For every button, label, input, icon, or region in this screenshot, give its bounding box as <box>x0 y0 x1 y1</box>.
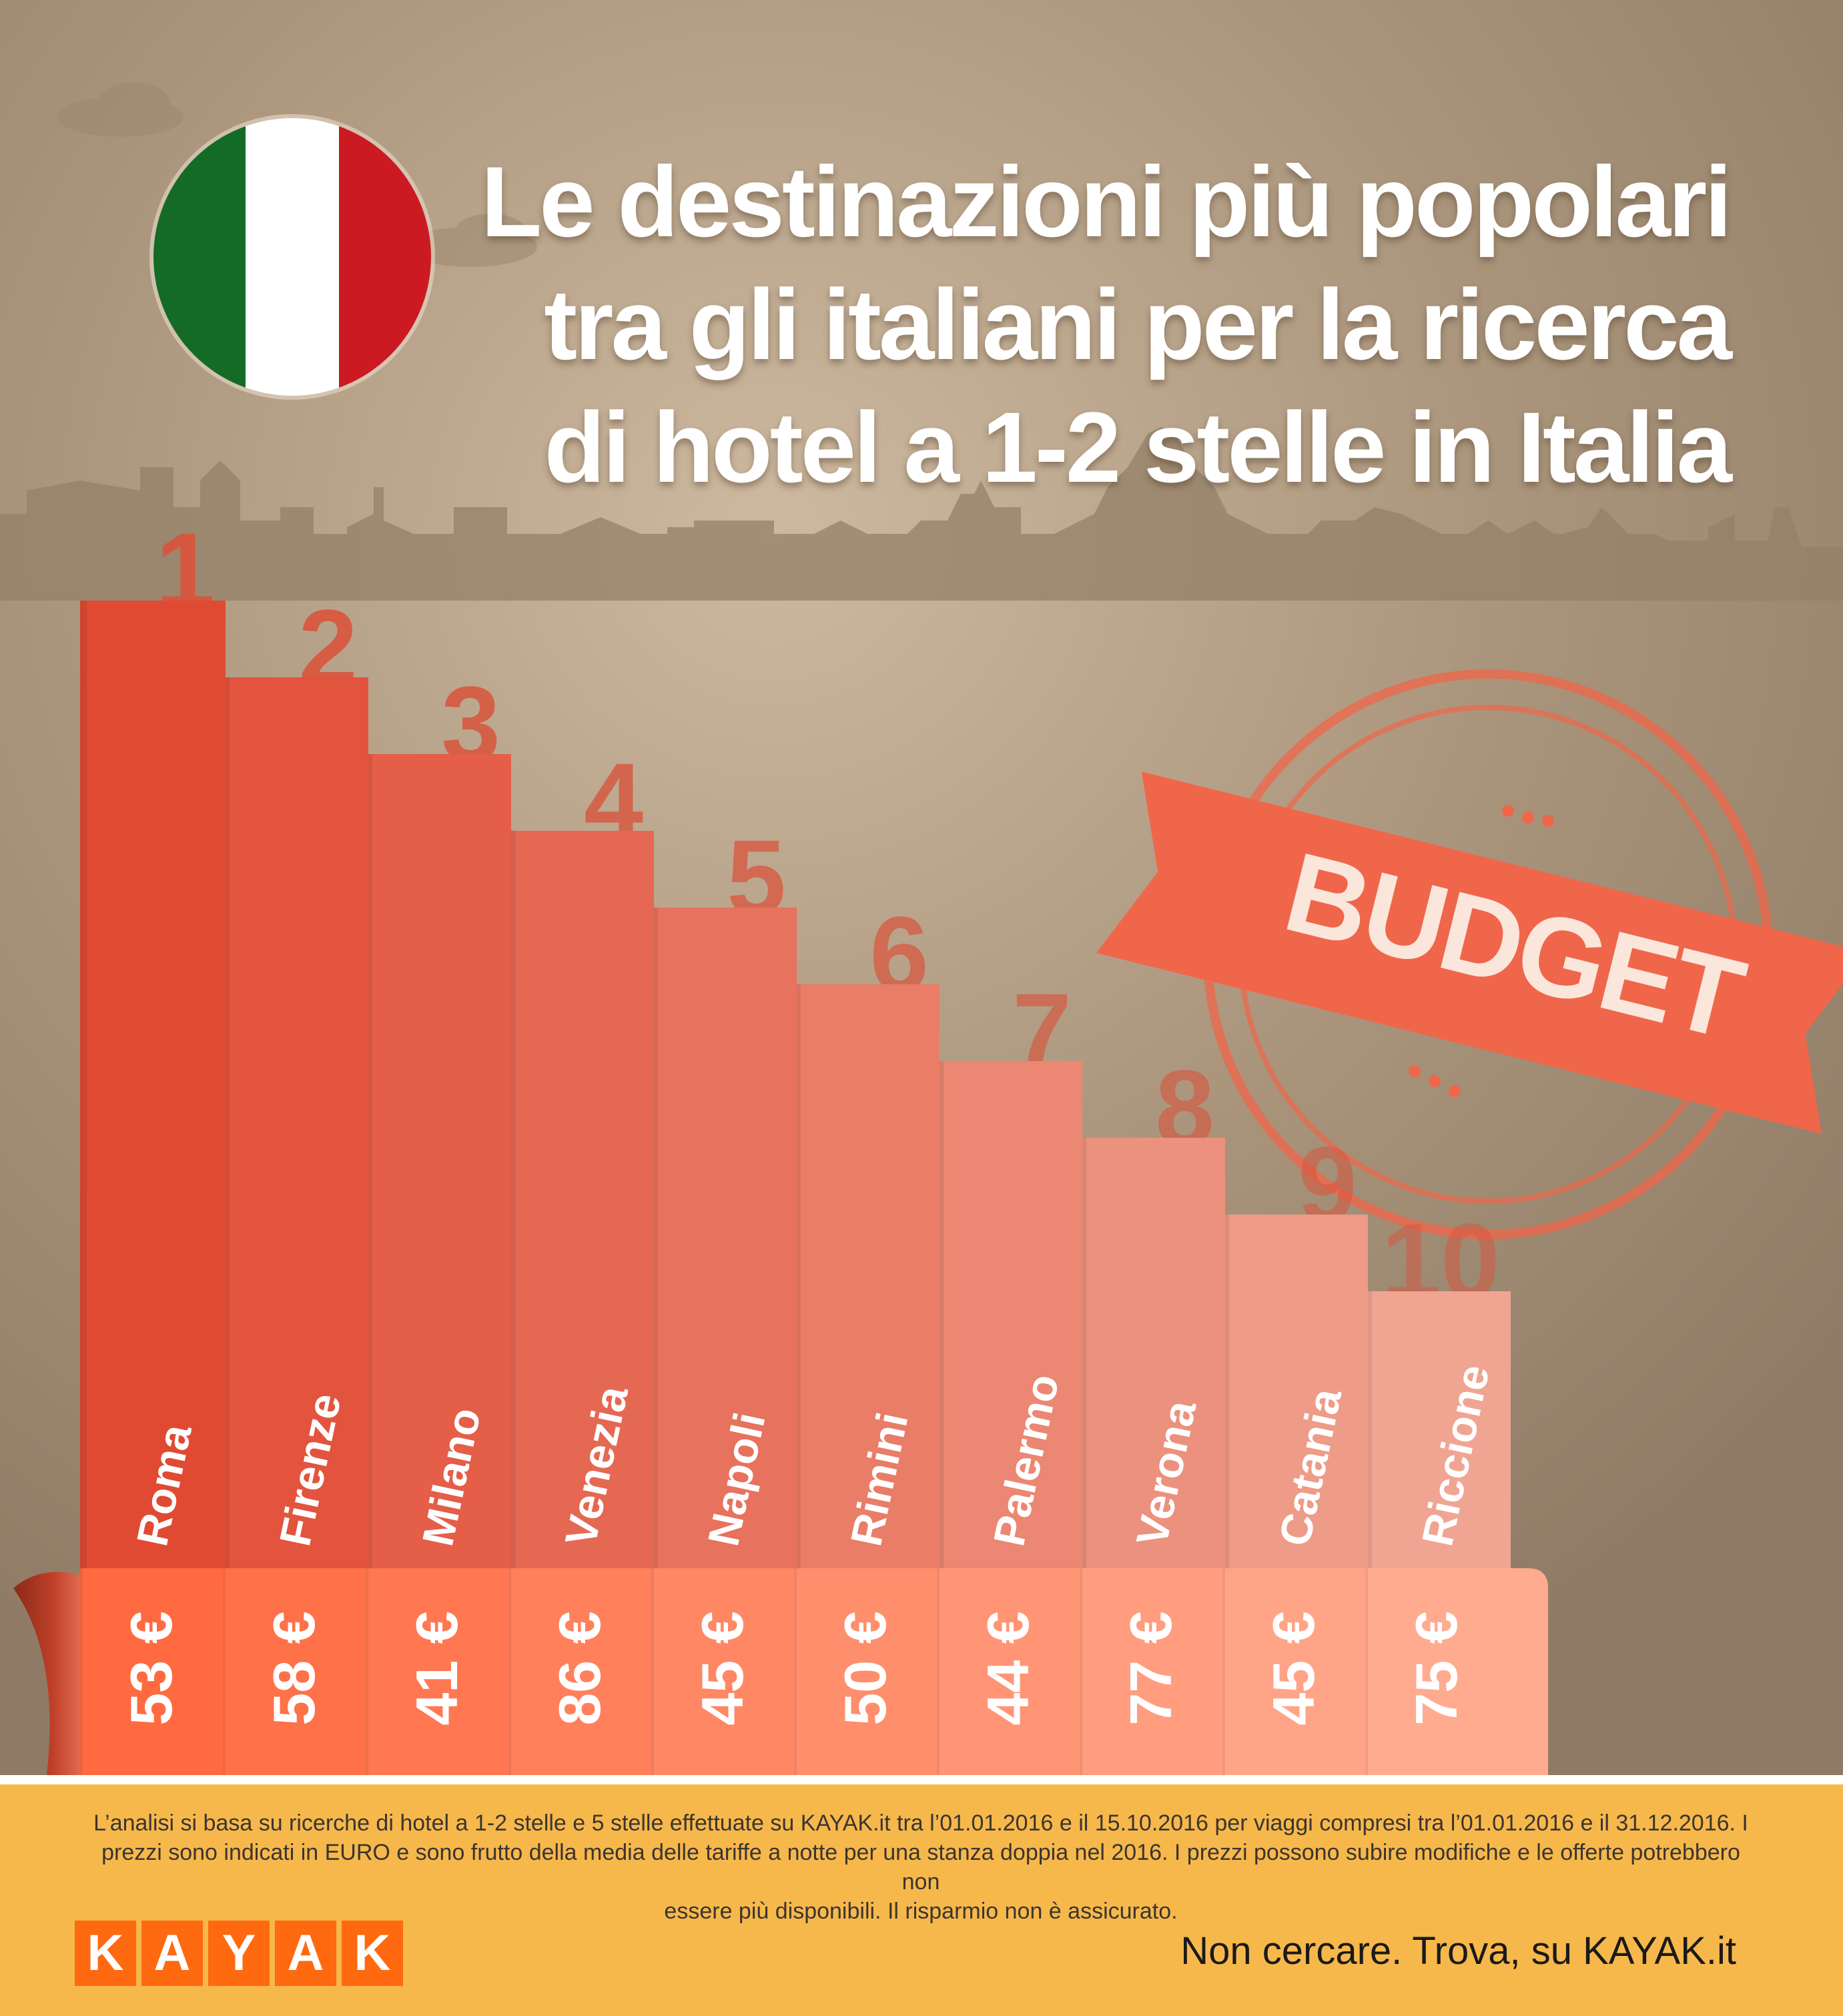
bar-napoli <box>651 908 797 1595</box>
logo-letter: K <box>75 1921 136 1986</box>
price-label: 44 € <box>975 1611 1041 1725</box>
title-line-1: Le destinazioni più popolari <box>480 145 1732 258</box>
price-label: 77 € <box>1118 1611 1184 1725</box>
bar-shadow <box>1222 1215 1229 1568</box>
price-label: 45 € <box>1260 1611 1327 1725</box>
price-cell <box>508 1568 651 1775</box>
bar-roma <box>80 601 226 1595</box>
title-line-3: di hotel a 1-2 stelle in Italia <box>544 391 1732 503</box>
bars <box>80 601 1511 1595</box>
bar-firenze <box>223 677 368 1595</box>
city-skyline <box>0 427 1843 601</box>
price-label: 58 € <box>261 1611 327 1725</box>
tagline[interactable]: Non cercare. Trova, su KAYAK.it <box>1180 1929 1736 1973</box>
footnote-line-2: prezzi sono indicati in EURO e sono frut… <box>101 1840 1740 1895</box>
price-strip-cap <box>1505 1568 1548 1775</box>
price-cell <box>1080 1568 1222 1775</box>
price-label: 50 € <box>832 1611 898 1725</box>
price-strip <box>80 1568 1548 1775</box>
price-label: 41 € <box>404 1611 470 1725</box>
ribbon-fold <box>13 1572 80 1775</box>
bar-venezia <box>508 831 654 1595</box>
bar-shadow <box>508 831 515 1568</box>
price-label: 75 € <box>1403 1611 1469 1725</box>
bar-shadow <box>366 754 372 1568</box>
bar-shadow <box>937 1061 944 1568</box>
footnote-line-3: essere più disponibili. Il risparmio non… <box>664 1899 1178 1924</box>
bar-shadow <box>223 677 230 1568</box>
bar-rimini <box>794 984 940 1595</box>
price-separator <box>937 1568 940 1775</box>
price-label: 53 € <box>118 1611 184 1725</box>
price-separator <box>223 1568 226 1775</box>
cloud-decoration <box>57 82 537 267</box>
price-label: 45 € <box>689 1611 755 1725</box>
price-cell <box>1222 1568 1365 1775</box>
logo-letter: K <box>342 1921 403 1986</box>
italy-flag-icon <box>149 114 435 400</box>
title-line-2: tra gli italiani per la ricerca <box>544 268 1732 380</box>
price-separator <box>1080 1568 1082 1775</box>
bar-milano <box>366 754 511 1595</box>
price-cell <box>1365 1568 1508 1775</box>
kayak-logo[interactable]: K A Y A K <box>75 1921 403 1986</box>
bar-catania <box>1222 1215 1368 1595</box>
price-cell <box>794 1568 937 1775</box>
price-cell <box>80 1568 223 1775</box>
budget-stamp <box>1096 669 1843 1239</box>
price-cell <box>651 1568 794 1775</box>
footer: L’analisi si basa su ricerche di hotel a… <box>0 1775 1843 2016</box>
price-separator <box>1365 1568 1368 1775</box>
logo-letter: A <box>275 1921 336 1986</box>
bar-shadow <box>651 908 658 1568</box>
bar-shadow <box>80 601 87 1568</box>
logo-letter: A <box>141 1921 203 1986</box>
price-separator <box>651 1568 654 1775</box>
bar-shadow <box>794 984 801 1568</box>
logo-letter: Y <box>208 1921 270 1986</box>
price-separator <box>1222 1568 1225 1775</box>
price-cell <box>223 1568 366 1775</box>
bar-verona <box>1080 1138 1225 1595</box>
price-separator <box>80 1568 83 1775</box>
footer-divider <box>0 1775 1843 1784</box>
footnote-line-1: L’analisi si basa su ricerche di hotel a… <box>93 1810 1748 1836</box>
bar-palermo <box>937 1061 1082 1595</box>
bar-shadow <box>1080 1138 1086 1568</box>
bar-shadow <box>1365 1291 1372 1568</box>
price-cell <box>366 1568 508 1775</box>
price-label: 86 € <box>546 1611 613 1725</box>
page-title: Le destinazioni più popolari tra gli ita… <box>395 140 1732 509</box>
price-separator <box>508 1568 511 1775</box>
price-separator <box>366 1568 368 1775</box>
price-cell <box>937 1568 1080 1775</box>
bar-riccione <box>1365 1291 1511 1595</box>
price-separator <box>794 1568 797 1775</box>
footnote: L’analisi si basa su ricerche di hotel a… <box>87 1808 1755 1926</box>
